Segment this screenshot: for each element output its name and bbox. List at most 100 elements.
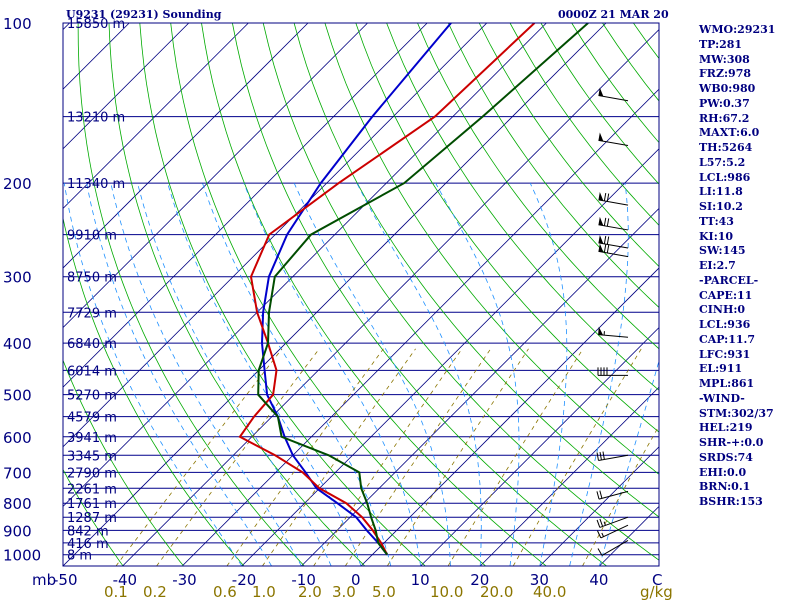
height-label: 8750 m xyxy=(67,271,117,286)
index-item: SHR-+:0.0 xyxy=(699,436,764,449)
height-label: 11340 m xyxy=(67,177,125,192)
temperature-tick-label: 20 xyxy=(470,571,489,589)
index-item: L57:5.2 xyxy=(699,155,746,169)
wind-barb xyxy=(596,451,629,461)
isotherm-line xyxy=(0,23,10,566)
height-label: 7729 m xyxy=(67,306,117,321)
moist-adiabat xyxy=(293,182,451,566)
index-item: LFC:931 xyxy=(699,347,751,361)
isotherm-line xyxy=(301,207,659,566)
index-item: WMO:29231 xyxy=(699,23,776,36)
index-item: FRZ:978 xyxy=(699,67,752,81)
mixing-ratio-label: 20.0 xyxy=(480,583,513,600)
mixing-ratio-label: 5.0 xyxy=(372,583,396,600)
height-label: 2261 m xyxy=(67,482,117,497)
isotherm-line xyxy=(539,446,659,566)
isotherm-line xyxy=(63,23,607,566)
index-item: SRDS:74 xyxy=(699,450,753,464)
wind-barb xyxy=(598,191,629,206)
isotherm-line xyxy=(63,23,368,329)
stability-indices-panel: WMO:29231 TP:281 MW:308 FRZ:978 WB0:980 PW:0.… xyxy=(699,23,799,510)
dry-adiabat xyxy=(478,23,659,267)
isotherm-line xyxy=(63,23,190,150)
index-item: LI:11.8 xyxy=(699,185,743,199)
temperature-tick-label: -10 xyxy=(291,571,316,589)
dry-adiabat xyxy=(293,23,659,518)
wind-barb xyxy=(598,234,629,249)
isotherm-line xyxy=(63,23,428,388)
sounding-time: 0000Z 21 MAR 20 xyxy=(558,8,669,21)
pressure-tick-label: 800 xyxy=(3,495,32,513)
dry-adiabat xyxy=(324,23,659,475)
isotherm-line xyxy=(63,23,547,507)
isotherm-line xyxy=(63,23,70,31)
wind-barb xyxy=(597,540,629,556)
wind-barb xyxy=(597,367,628,376)
pressure-tick-label: 700 xyxy=(3,464,32,482)
temperature-tick-label: 30 xyxy=(530,571,549,589)
index-item: EI:2.7 xyxy=(699,259,736,272)
moist-adiabat xyxy=(569,183,629,566)
index-item: EL:911 xyxy=(699,362,743,376)
isotherm-line xyxy=(420,327,659,566)
isotherm-line xyxy=(241,148,659,566)
dry-adiabat xyxy=(108,23,366,566)
wind-barb xyxy=(598,87,629,102)
height-label: 9910 m xyxy=(67,229,117,244)
temperature-tick-label: -20 xyxy=(232,571,256,589)
index-item: LCL:936 xyxy=(699,318,751,331)
moist-adiabat xyxy=(529,182,568,566)
pressure-tick-label: 1000 xyxy=(3,547,41,565)
moist-adiabat xyxy=(599,359,659,566)
index-item: CINH:0 xyxy=(699,303,746,317)
temperature-tick-label: 10 xyxy=(411,571,430,589)
index-item: LCL:986 xyxy=(699,170,751,184)
index-item: TT:43 xyxy=(699,214,734,228)
y-axis-unit-label: mb xyxy=(32,571,56,589)
pressure-tick-label: 900 xyxy=(3,522,32,540)
dry-adiabat xyxy=(63,565,64,566)
dry-adiabat xyxy=(355,23,659,433)
temperature-trace xyxy=(238,23,536,556)
index-item: CAP:11.7 xyxy=(699,332,756,346)
index-item: -PARCEL- xyxy=(699,273,759,287)
mixing-ratio-label: 0.6 xyxy=(213,583,237,600)
temperature-tick-label: -30 xyxy=(172,571,197,589)
index-item: -WIND- xyxy=(699,391,745,405)
index-item: HEL:219 xyxy=(699,421,753,435)
wind-barb xyxy=(598,243,629,258)
dewpoint-trace xyxy=(257,23,589,556)
temperature-tick-label: 0 xyxy=(351,571,361,589)
index-item: MW:308 xyxy=(699,52,750,66)
mixing-ratio-line xyxy=(226,348,384,566)
mixing-ratio-line xyxy=(115,348,283,566)
mixing-ratio-line xyxy=(386,348,529,566)
dry-adiabat xyxy=(63,216,245,566)
index-item: WB0:980 xyxy=(699,82,756,95)
mixing-ratio-label: 40.0 xyxy=(533,583,566,600)
dry-adiabat xyxy=(262,23,659,561)
height-label: 3941 m xyxy=(67,431,117,446)
index-item: SI:10.2 xyxy=(699,200,743,213)
dry-adiabat xyxy=(170,23,486,566)
height-label: 1287 m xyxy=(67,511,117,526)
dry-adiabat xyxy=(447,23,659,309)
moist-adiabat xyxy=(435,182,520,566)
pressure-tick-label: 500 xyxy=(3,387,32,405)
mixing-ratio-label: 10.0 xyxy=(430,583,463,600)
index-item: BSHR:153 xyxy=(699,495,763,508)
moist-adiabat xyxy=(110,183,302,566)
wind-barb xyxy=(598,216,629,231)
index-item: CAPE:11 xyxy=(699,288,753,302)
dry-adiabat xyxy=(139,23,426,566)
plot-frame xyxy=(62,22,660,567)
isotherm-line xyxy=(63,23,309,269)
pressure-tick-label: 300 xyxy=(3,269,32,287)
moist-adiabat xyxy=(202,182,392,566)
height-label: 416 m xyxy=(67,537,109,552)
dry-adiabat xyxy=(63,468,124,566)
index-item: PW:0.37 xyxy=(699,96,750,110)
isotherm-line xyxy=(360,267,659,566)
height-label: 2790 m xyxy=(67,466,117,481)
